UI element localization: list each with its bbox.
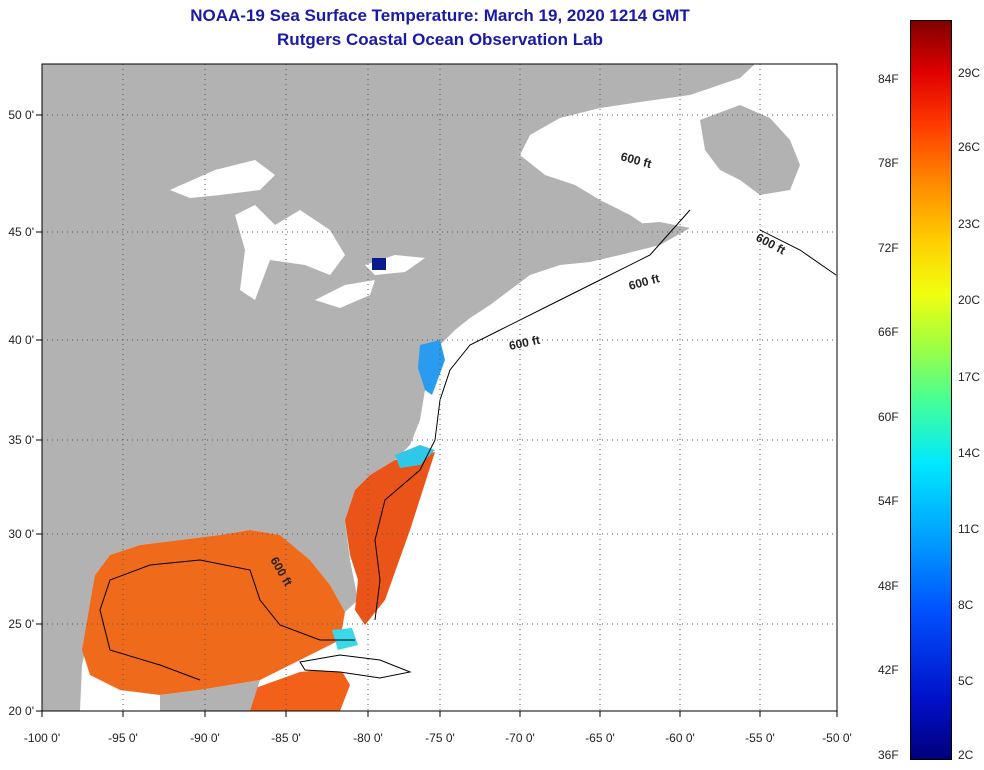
lake-ontario-sst [372,258,386,270]
colorbar-label-c: 20C [958,293,981,307]
sst-caribbean [250,668,350,711]
land-north-america [42,64,755,711]
sst-chesapeake [418,340,445,395]
lon-tick-label: -70 0' [505,731,535,745]
colorbar-label-f: 54F [878,494,899,508]
lon-tick-label: -60 0' [665,731,695,745]
lon-tick-label: -95 0' [108,731,138,745]
colorbar-label-c: 29C [958,66,981,80]
lat-tick-label: 25 0' [8,617,34,631]
color-scale-bar [910,20,952,760]
lon-tick-label: -100 0' [24,731,60,745]
lake-erie [315,280,375,308]
colorbar-label-f: 66F [878,325,899,339]
lat-tick-label: 45 0' [8,225,34,239]
frame-ticks [36,114,838,717]
lon-tick-label: -80 0' [353,731,383,745]
sst-gulf-of-mexico [82,530,345,695]
colorbar-label-f: 78F [878,156,899,170]
lon-tick-label: -50 0' [822,731,852,745]
lon-tick-label: -55 0' [745,731,775,745]
sst-florida-atlantic [345,452,435,625]
land-newfoundland [700,105,800,195]
colorbar-label-f: 36F [878,748,899,762]
lat-tick-label: 20 0' [8,704,34,718]
sst-nc-coast [395,445,435,468]
colorbar-label-f: 84F [878,72,899,86]
lon-tick-label: -75 0' [425,731,455,745]
cuba-outline [299,654,412,679]
map-subtitle: Rutgers Coastal Ocean Observation Lab [277,30,603,49]
colorbar-label-c: 17C [958,370,981,384]
gulf-st-lawrence [555,112,710,215]
colorbar-label-f: 48F [878,579,899,593]
colorbar-label-c: 11C [958,522,980,536]
colorbar-label-c: 23C [958,217,981,231]
sst-florida-straits [332,628,358,650]
lon-tick-label: -65 0' [585,731,615,745]
lat-tick-label: 50 0' [8,108,34,122]
colorbar-label-f: 60F [878,410,899,424]
lon-tick-label: -90 0' [190,731,220,745]
colorbar-label-c: 2C [958,748,974,762]
lon-tick-label: -85 0' [271,731,301,745]
colorbar-label-c: 5C [958,674,974,688]
colorbar-label-f: 42F [878,663,899,677]
land-yucatan [160,680,260,711]
colorbar-label-c: 8C [958,598,974,612]
colorbar-label-c: 26C [958,140,981,154]
lake-michigan-huron [235,205,345,300]
map-title: NOAA-19 Sea Surface Temperature: March 1… [190,6,690,25]
contour-label: 600 ft [508,333,542,353]
lake-superior [170,160,275,198]
lat-tick-label: 35 0' [8,433,34,447]
lat-tick-label: 30 0' [8,527,34,541]
colorbar-label-f: 72F [878,241,899,255]
colorbar-label-c: 14C [958,446,981,460]
contour-600ft [99,209,837,681]
sst-map: 600 ft 600 ft 600 ft 600 ft 600 ft -100 … [8,63,852,745]
lat-tick-label: 40 0' [8,333,34,347]
